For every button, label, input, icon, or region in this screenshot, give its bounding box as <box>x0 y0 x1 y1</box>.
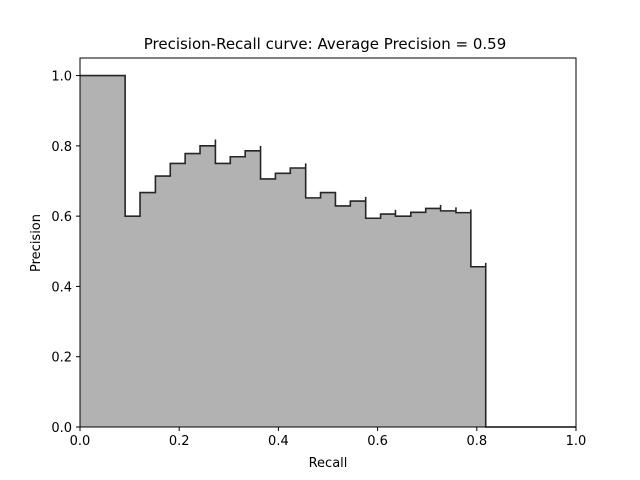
pr-step-line <box>80 74 576 428</box>
y-tick-label: 0.0 <box>51 421 72 436</box>
y-tick-label: 0.4 <box>51 280 72 295</box>
x-axis-title: Recall <box>309 456 348 471</box>
x-tick-label: 0.6 <box>367 434 388 449</box>
y-tick-label: 1.0 <box>51 70 72 85</box>
x-tick-label: 0.4 <box>268 434 289 449</box>
y-tick-label: 0.6 <box>51 210 72 225</box>
x-tick-label: 0.8 <box>466 434 487 449</box>
y-tick-label: 0.8 <box>51 140 72 155</box>
axes-frame <box>79 57 577 428</box>
x-tick-label: 0.0 <box>70 434 91 449</box>
y-axis: 0.0 0.2 0.4 0.6 0.8 1.0 <box>51 70 80 436</box>
y-axis-title: Precision <box>29 214 44 272</box>
pr-area-fill <box>80 75 576 428</box>
x-tick-label: 1.0 <box>566 434 587 449</box>
y-tick-label: 0.2 <box>51 351 72 366</box>
chart-title: Precision-Recall curve: Average Precisio… <box>144 35 507 53</box>
x-axis: 0.0 0.2 0.4 0.6 0.8 1.0 <box>70 427 587 449</box>
x-tick-label: 0.2 <box>169 434 190 449</box>
